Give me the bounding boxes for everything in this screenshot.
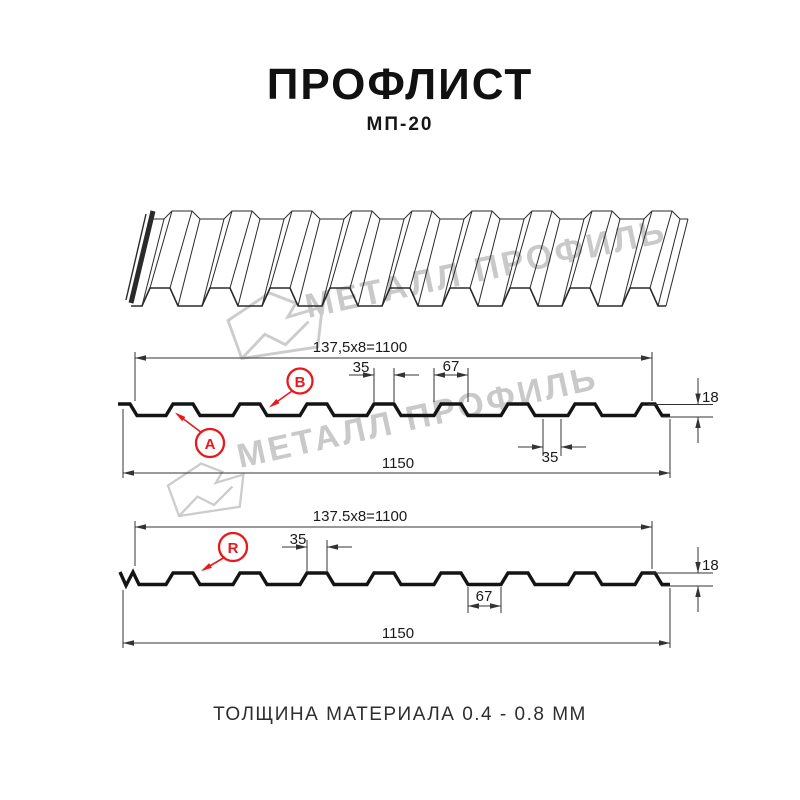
material-thickness-note: ТОЛЩИНА МАТЕРИАЛА 0.4 - 0.8 ММ xyxy=(213,704,587,725)
dim-rib-base-1: 67 xyxy=(443,358,460,375)
metall-profil-logo-icon xyxy=(226,291,324,361)
profile-model-subtitle: МП-20 xyxy=(366,114,434,135)
header: ПРОФЛИСТ МП-20 xyxy=(0,60,800,136)
dimension-lines xyxy=(122,352,713,648)
profile-outline-top-section xyxy=(118,402,670,418)
callout-letter-r: R xyxy=(228,540,239,557)
callout-circle-a xyxy=(194,427,226,459)
dim-covering-width-2: 137.5x8=1100 xyxy=(313,508,407,525)
sheet-3d-view xyxy=(125,210,689,307)
page-title: ПРОФЛИСТ xyxy=(266,60,534,109)
callout-circle-b xyxy=(286,367,314,395)
dim-overall-width-2: 1150 xyxy=(382,625,414,642)
callout-letter-a: A xyxy=(205,436,216,453)
callout-labels: A B R xyxy=(194,367,314,563)
dim-valley-base-2: 67 xyxy=(476,588,493,605)
dim-valley-bottom-1: 35 xyxy=(542,449,559,466)
callout-letter-b: B xyxy=(295,374,306,391)
dim-height-1: 18 xyxy=(702,389,719,406)
dimension-labels-bottom-section: 137.5x8=1100 35 67 18 1150 xyxy=(290,508,719,642)
profile-outline-bottom-section xyxy=(118,568,670,590)
dimension-labels-top-section: 137,5x8=1100 35 67 18 35 1150 xyxy=(313,339,719,472)
dim-overall-width-1: 1150 xyxy=(382,455,414,472)
watermark-text-upper: МЕТАЛЛ ПРОФИЛЬ xyxy=(302,212,670,326)
cross-section-profiles xyxy=(118,402,670,590)
callout-circle-r xyxy=(217,531,249,563)
callout-leaders xyxy=(175,390,293,571)
dim-rib-top-1: 35 xyxy=(353,359,370,376)
dim-rib-top-2: 35 xyxy=(290,531,307,548)
dim-covering-width-1: 137,5x8=1100 xyxy=(313,339,407,356)
metall-profil-logo-icon xyxy=(166,462,245,518)
dim-height-2: 18 xyxy=(702,557,719,574)
